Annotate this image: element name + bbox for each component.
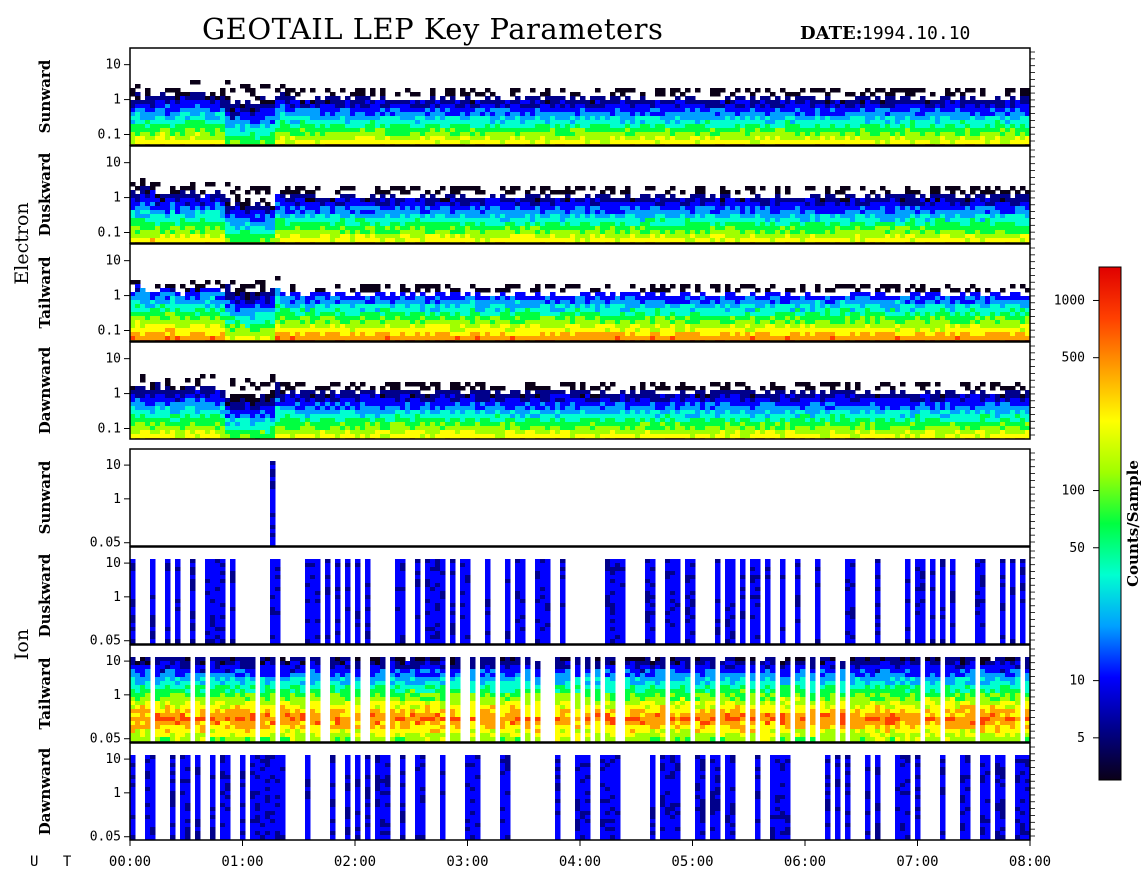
heatmap-cells: [130, 559, 1026, 644]
y-tick-label: 0.1: [98, 127, 121, 142]
chart-title: GEOTAIL LEP Key Parameters: [202, 12, 664, 46]
panel-label: Tailward: [36, 657, 54, 729]
panel-label: Sunward: [36, 460, 54, 534]
panel-label: Dawnward: [36, 346, 54, 434]
panel-label: Tailward: [36, 256, 54, 328]
colorbar-tick-label: 50: [1069, 541, 1085, 556]
y-tick-label: 1: [113, 93, 121, 108]
y-tick-label: 10: [105, 752, 121, 767]
panel-label: Duskward: [36, 152, 54, 236]
panel-frame: [129, 243, 1031, 342]
heatmap-cells: [130, 374, 1030, 439]
x-tick-label: 08:00: [1009, 854, 1051, 870]
y-tick-label: 0.1: [98, 225, 121, 240]
panel-frame: [129, 644, 1031, 743]
panel-ion-tailward: 10 1 0.05 Tailward: [36, 644, 1035, 747]
panel-ion-duskward: 10 1 0.05 Duskward: [36, 546, 1035, 649]
panel-frame: [129, 47, 1031, 146]
y-tick-label: 1: [113, 289, 121, 304]
x-tick-label: 04:00: [559, 854, 601, 870]
x-tick-label: 06:00: [784, 854, 826, 870]
y-tick-label: 1: [113, 688, 121, 703]
panel-electron-duskward: 10 1 0.1 Duskward: [36, 145, 1035, 244]
panel-ion-sunward: 10 1 0.05 Sunward: [36, 448, 1035, 551]
colorbar-tick-label: 500: [1062, 351, 1085, 366]
heatmap-cells: [130, 755, 1030, 840]
panel-ion-dawnward: 10 1 0.05 Dawnward: [36, 742, 1035, 845]
colorbar-tick-label: 10: [1069, 674, 1085, 689]
y-tick-label: 1: [113, 590, 121, 605]
panel-frame: [129, 145, 1031, 244]
heatmap-cells: [130, 276, 1030, 341]
x-tick-label: 05:00: [671, 854, 713, 870]
y-tick-label: 10: [105, 458, 121, 473]
colorbar-gradient: [1098, 266, 1122, 781]
y-tick-label: 1: [113, 387, 121, 402]
panel-frame: [129, 341, 1031, 440]
y-tick-label: 10: [105, 254, 121, 269]
heatmap-cells: [130, 178, 1030, 243]
x-axis-label: U T: [30, 854, 79, 870]
y-tick-label: 10: [105, 654, 121, 669]
y-tick-label: 10: [105, 352, 121, 367]
y-tick-label: 0.1: [98, 421, 121, 436]
panel-electron-tailward: 10 1 0.1 Tailward: [36, 243, 1035, 342]
panel-label: Duskward: [36, 553, 54, 637]
x-tick-label: 07:00: [896, 854, 938, 870]
group-label-ion: Ion: [11, 629, 33, 660]
panel-frame: [129, 448, 1031, 547]
y-tick-label: 1: [113, 492, 121, 507]
x-tick-label: 03:00: [446, 854, 488, 870]
colorbar-tick-label: 100: [1062, 484, 1085, 499]
y-tick-label: 1: [113, 191, 121, 206]
panel-label: Dawnward: [36, 747, 54, 835]
x-tick-label: 02:00: [334, 854, 376, 870]
panel-electron-dawnward: 10 1 0.1 Dawnward: [36, 341, 1035, 440]
colorbar-tick-label: 5: [1077, 731, 1085, 746]
x-tick-label: 00:00: [109, 854, 151, 870]
y-tick-label: 0.05: [90, 830, 121, 845]
panel-electron-sunward: 10 1 0.1 Sunward: [36, 47, 1035, 146]
heatmap-cells: [130, 80, 1030, 145]
y-tick-label: 0.1: [98, 323, 121, 338]
y-tick-label: 10: [105, 556, 121, 571]
y-tick-label: 10: [105, 156, 121, 171]
heatmap-cells: [270, 461, 276, 546]
y-tick-label: 10: [105, 58, 121, 73]
y-tick-label: 0.05: [90, 634, 121, 649]
y-tick-label: 0.05: [90, 732, 121, 747]
group-label-electron: Electron: [11, 202, 33, 284]
date-label: DATE:: [800, 23, 863, 44]
colorbar-label: Counts/Sample: [1124, 460, 1142, 587]
y-tick-label: 1: [113, 786, 121, 801]
panel-frame: [129, 546, 1031, 645]
y-tick-label: 0.05: [90, 536, 121, 551]
date-value: 1994.10.10: [862, 23, 971, 44]
panel-label: Sunward: [36, 59, 54, 133]
colorbar-tick-label: 1000: [1054, 293, 1085, 308]
x-tick-label: 01:00: [221, 854, 263, 870]
heatmap-cells: [130, 657, 1030, 742]
